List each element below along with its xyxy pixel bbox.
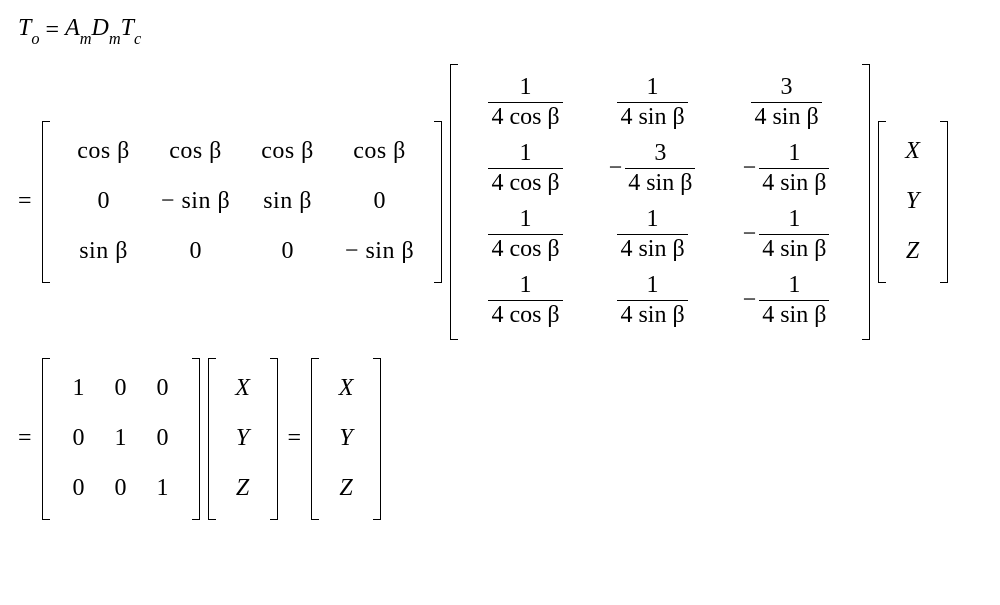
matrix-cell: Z [327,464,365,514]
matrix-cell: 0 [334,177,426,227]
symbol-Dm: Dm [92,15,121,46]
matrix-cell: X [224,364,262,414]
matrix-cell: sin β [58,227,150,277]
line-1: To = Am Dm Tc [18,15,982,46]
matrix-cell: X [894,127,932,177]
equals-1: = [46,17,60,44]
matrix-cell: cos β [58,127,150,177]
matrix-cell: cos β [242,127,334,177]
matrix-cell: 0 [58,414,100,464]
matrix-cell: 14 cos β [466,202,586,268]
vector-XYZ-2: X Y Z [311,358,381,520]
line-2: = cos β cos β cos β cos β 0 − sin β sin … [18,64,982,340]
matrix-cell: 14 sin β [586,268,720,334]
matrix-cell: cos β [334,127,426,177]
matrix-cell: 14 cos β [466,268,586,334]
matrix-cell: 14 sin β [586,70,720,136]
matrix-cell: 0 [100,364,142,414]
matrix-cell: 1 [142,464,184,514]
matrix-cell: X [327,364,365,414]
matrix-cell: −14 sin β [720,202,854,268]
matrix-cell: Z [224,464,262,514]
matrix-cell: 0 [142,414,184,464]
matrix-cell: cos β [150,127,242,177]
symbol-Tc: Tc [121,15,142,46]
line-3: = 1 0 0 0 1 0 0 0 1 [18,358,982,520]
matrix-cell: − sin β [334,227,426,277]
matrix-cell: −14 sin β [720,268,854,334]
vector-Tc: X Y Z [878,121,948,283]
matrix-cell: Z [894,227,932,277]
equals-3: = [18,425,32,452]
matrix-cell: 14 cos β [466,136,586,202]
matrix-Am: cos β cos β cos β cos β 0 − sin β sin β … [42,121,442,283]
matrix-cell: sin β [242,177,334,227]
matrix-cell: 1 [100,414,142,464]
matrix-cell: 14 cos β [466,70,586,136]
matrix-cell: − sin β [150,177,242,227]
matrix-cell: Y [894,177,932,227]
equals-4: = [288,425,302,452]
matrix-cell: 0 [58,464,100,514]
matrix-cell: 0 [242,227,334,277]
matrix-identity: 1 0 0 0 1 0 0 0 1 [42,358,200,520]
matrix-cell: 0 [58,177,150,227]
matrix-Dm: 14 cos β14 sin β34 sin β14 cos β−34 sin … [450,64,870,340]
symbol-Am: Am [65,15,91,46]
matrix-cell: Y [224,414,262,464]
matrix-cell: 1 [58,364,100,414]
matrix-cell: −34 sin β [586,136,720,202]
vector-XYZ-1: X Y Z [208,358,278,520]
matrix-cell: −14 sin β [720,136,854,202]
matrix-cell: 14 sin β [586,202,720,268]
equation-block: To = Am Dm Tc = cos β cos β cos β cos β … [18,15,982,520]
matrix-cell: 0 [142,364,184,414]
matrix-cell: 0 [100,464,142,514]
matrix-cell: 0 [150,227,242,277]
symbol-To: To [18,15,40,46]
equals-2: = [18,188,32,215]
matrix-cell: Y [327,414,365,464]
matrix-cell: 34 sin β [720,70,854,136]
